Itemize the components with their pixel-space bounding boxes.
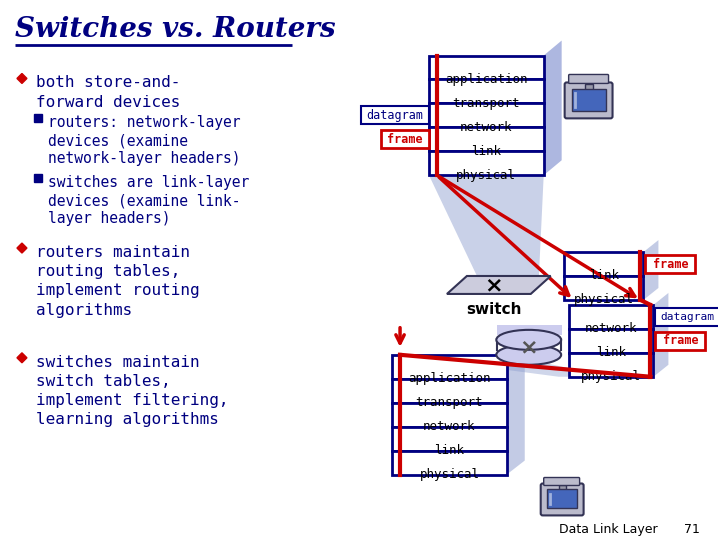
Text: ×: × [485, 275, 503, 295]
FancyBboxPatch shape [544, 477, 580, 485]
FancyBboxPatch shape [381, 130, 429, 148]
FancyBboxPatch shape [392, 427, 507, 450]
Text: both store-and-
forward devices: both store-and- forward devices [36, 76, 180, 110]
Text: physical: physical [581, 370, 641, 383]
Text: transport: transport [415, 396, 483, 409]
FancyBboxPatch shape [429, 127, 544, 151]
Ellipse shape [496, 330, 561, 350]
Text: datagram: datagram [661, 312, 715, 322]
Polygon shape [17, 73, 27, 84]
Text: link: link [596, 346, 626, 359]
FancyBboxPatch shape [34, 114, 42, 123]
Text: network: network [423, 420, 476, 433]
FancyBboxPatch shape [541, 483, 584, 515]
Text: link: link [588, 269, 618, 282]
Text: transport: transport [453, 97, 520, 110]
Polygon shape [654, 293, 668, 377]
Text: switch: switch [466, 302, 521, 317]
FancyBboxPatch shape [361, 106, 429, 124]
Polygon shape [544, 40, 562, 175]
Polygon shape [447, 276, 551, 294]
FancyBboxPatch shape [569, 353, 654, 377]
Text: link: link [434, 444, 464, 457]
Polygon shape [17, 353, 27, 363]
FancyBboxPatch shape [392, 403, 507, 427]
Text: ×: × [519, 338, 538, 358]
Text: frame: frame [662, 334, 698, 347]
Ellipse shape [496, 345, 561, 365]
Text: physical: physical [420, 468, 480, 481]
FancyBboxPatch shape [569, 305, 654, 329]
Text: frame: frame [387, 133, 423, 146]
FancyBboxPatch shape [569, 329, 654, 353]
FancyBboxPatch shape [429, 79, 544, 103]
FancyBboxPatch shape [429, 151, 544, 175]
FancyBboxPatch shape [34, 174, 42, 182]
FancyBboxPatch shape [392, 450, 507, 475]
FancyBboxPatch shape [392, 355, 507, 379]
Polygon shape [507, 341, 525, 475]
Text: switches maintain
switch tables,
implement filtering,
learning algorithms: switches maintain switch tables, impleme… [36, 355, 228, 427]
Text: routers maintain
routing tables,
implement routing
algorithms: routers maintain routing tables, impleme… [36, 245, 199, 318]
FancyBboxPatch shape [564, 276, 644, 300]
FancyBboxPatch shape [655, 332, 706, 350]
FancyBboxPatch shape [497, 325, 562, 335]
FancyBboxPatch shape [564, 83, 613, 118]
Text: physical: physical [456, 168, 516, 182]
Text: 71: 71 [685, 523, 701, 536]
FancyBboxPatch shape [569, 75, 608, 84]
Text: application: application [445, 73, 528, 86]
FancyBboxPatch shape [564, 252, 644, 276]
Text: physical: physical [574, 293, 634, 306]
FancyBboxPatch shape [392, 379, 507, 403]
Text: Switches vs. Routers: Switches vs. Routers [15, 16, 336, 43]
FancyBboxPatch shape [585, 84, 593, 92]
Polygon shape [392, 355, 608, 377]
Text: application: application [408, 372, 490, 385]
FancyBboxPatch shape [655, 308, 720, 326]
Text: switches are link-layer
devices (examine link-
layer headers): switches are link-layer devices (examine… [48, 175, 249, 226]
FancyBboxPatch shape [429, 103, 544, 127]
FancyBboxPatch shape [546, 489, 577, 509]
Text: network: network [585, 322, 637, 335]
Text: Data Link Layer: Data Link Layer [559, 523, 657, 536]
FancyBboxPatch shape [429, 56, 544, 79]
Polygon shape [17, 243, 27, 253]
Polygon shape [429, 175, 544, 280]
FancyBboxPatch shape [645, 255, 696, 273]
FancyBboxPatch shape [559, 485, 566, 492]
Text: routers: network-layer
devices (examine
network-layer headers): routers: network-layer devices (examine … [48, 116, 240, 166]
FancyBboxPatch shape [572, 90, 606, 111]
Polygon shape [644, 240, 658, 300]
Text: link: link [472, 145, 501, 158]
Text: frame: frame [652, 258, 688, 271]
Text: datagram: datagram [366, 109, 423, 122]
Text: network: network [460, 121, 513, 134]
